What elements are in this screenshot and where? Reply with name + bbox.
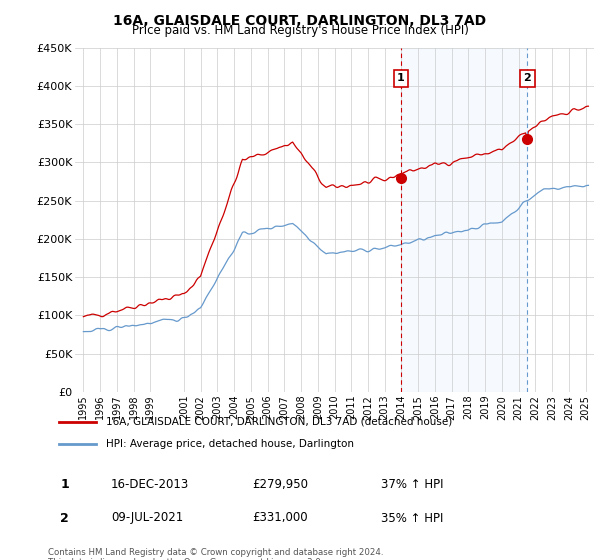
Text: £331,000: £331,000 (252, 511, 308, 525)
Text: 1: 1 (397, 73, 404, 83)
Text: 35% ↑ HPI: 35% ↑ HPI (381, 511, 443, 525)
Text: 1: 1 (60, 478, 69, 491)
Text: 16-DEC-2013: 16-DEC-2013 (111, 478, 189, 491)
Text: Contains HM Land Registry data © Crown copyright and database right 2024.
This d: Contains HM Land Registry data © Crown c… (48, 548, 383, 560)
Bar (401, 48, 527, 392)
Text: 2: 2 (523, 73, 531, 83)
Text: Price paid vs. HM Land Registry's House Price Index (HPI): Price paid vs. HM Land Registry's House … (131, 24, 469, 37)
Text: 2: 2 (60, 511, 69, 525)
Text: HPI: Average price, detached house, Darlington: HPI: Average price, detached house, Darl… (106, 438, 354, 449)
Text: 16A, GLAISDALE COURT, DARLINGTON, DL3 7AD (detached house): 16A, GLAISDALE COURT, DARLINGTON, DL3 7A… (106, 417, 452, 427)
Text: 16A, GLAISDALE COURT, DARLINGTON, DL3 7AD: 16A, GLAISDALE COURT, DARLINGTON, DL3 7A… (113, 14, 487, 28)
Text: £279,950: £279,950 (252, 478, 308, 491)
Text: 09-JUL-2021: 09-JUL-2021 (111, 511, 183, 525)
Text: 37% ↑ HPI: 37% ↑ HPI (381, 478, 443, 491)
